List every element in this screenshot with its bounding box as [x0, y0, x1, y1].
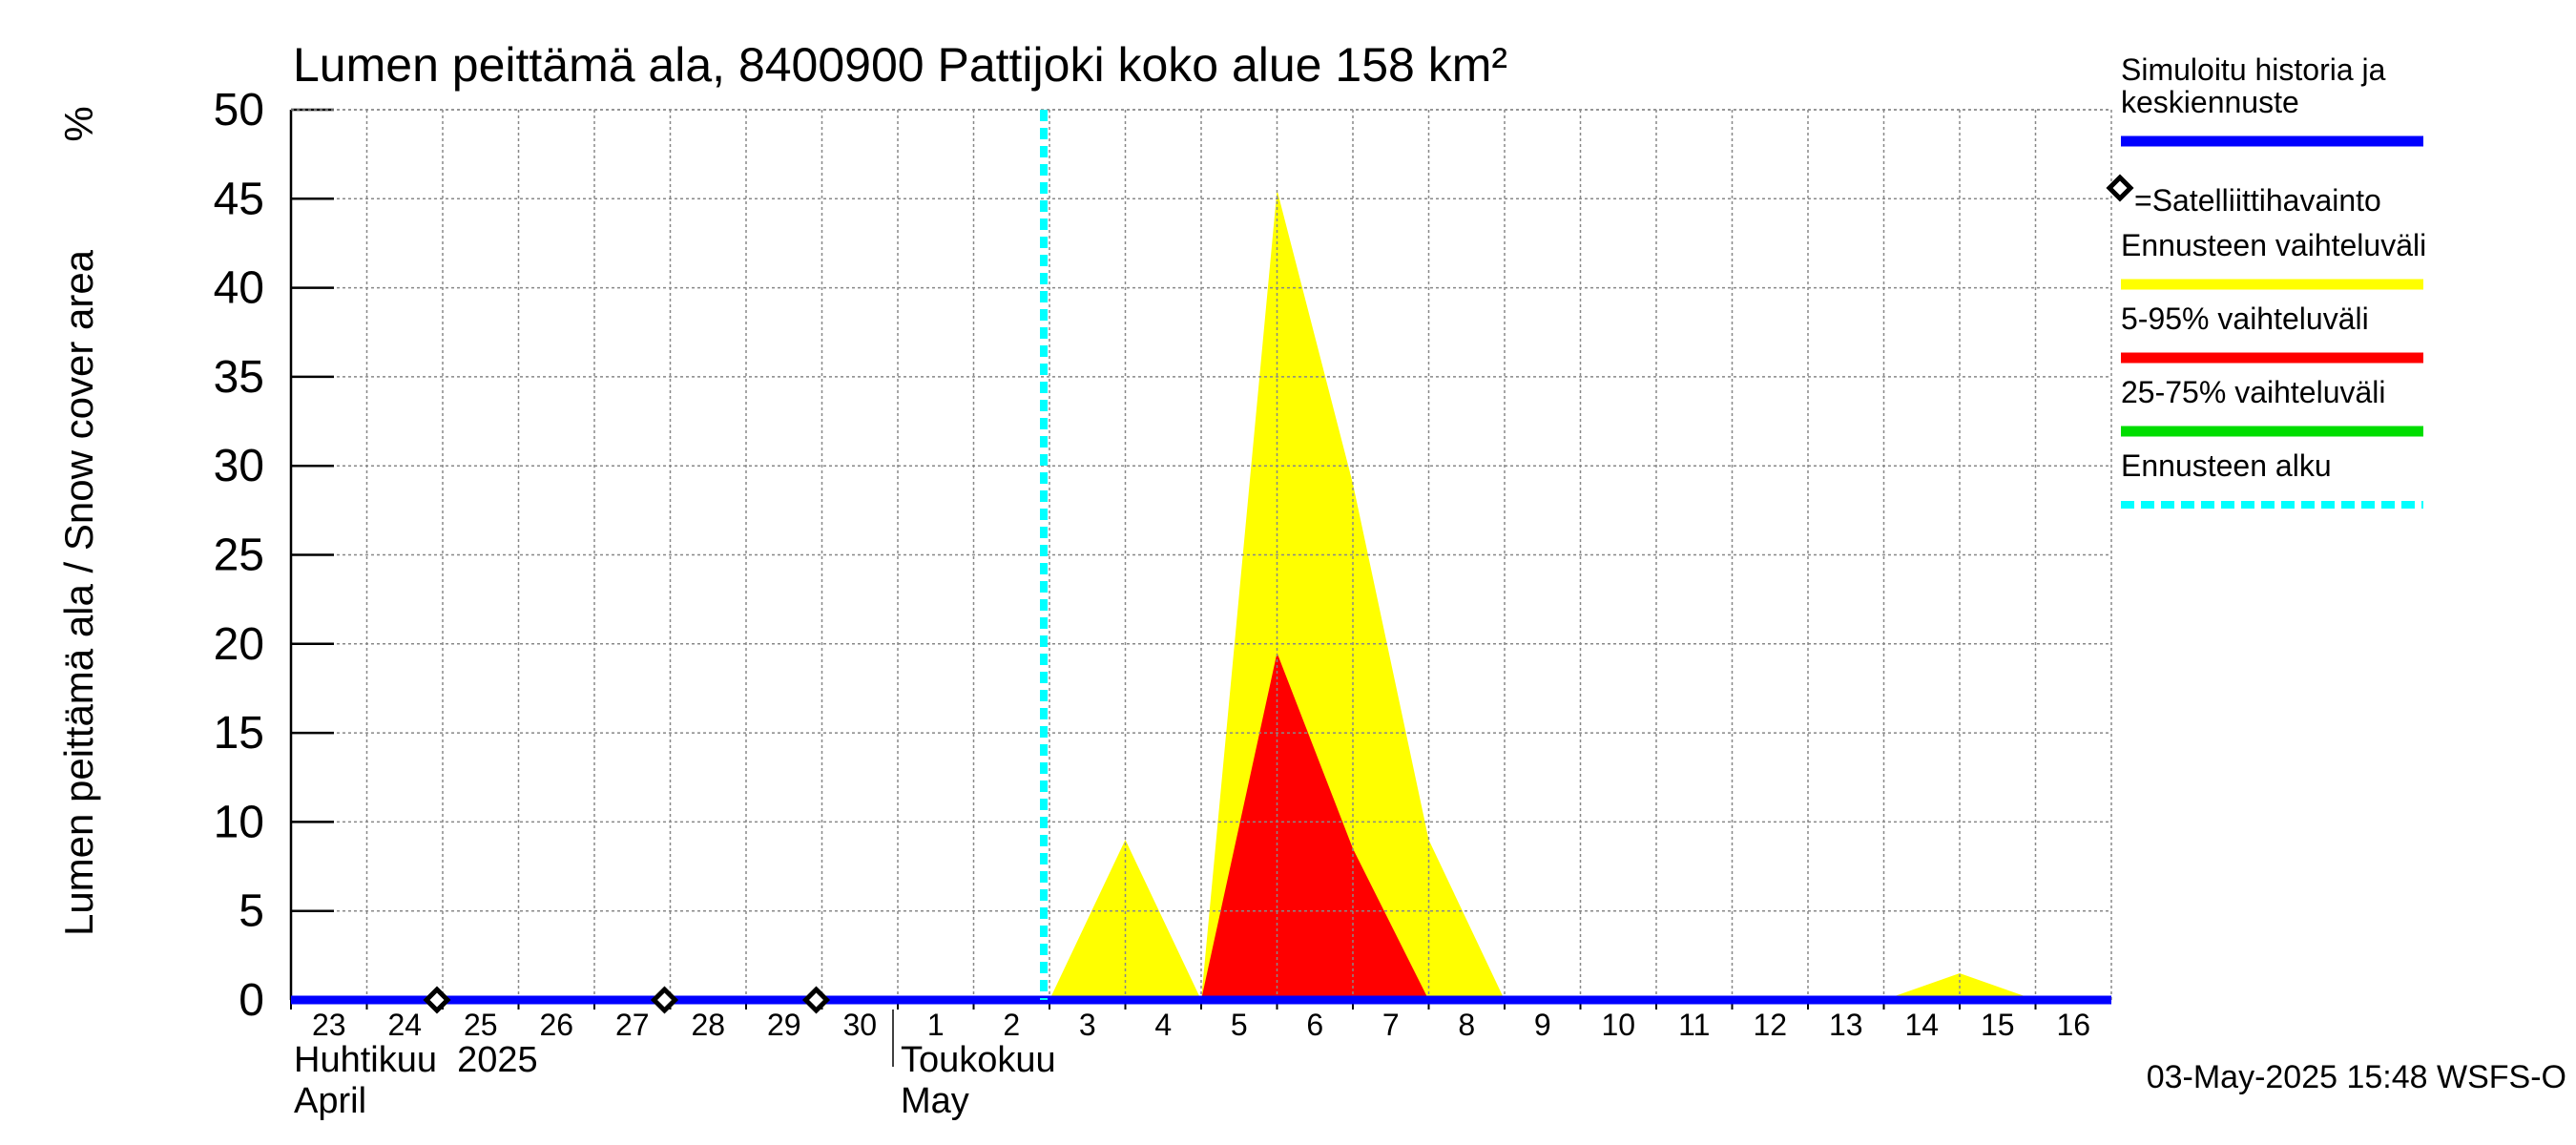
satellite-observation-0	[423, 986, 451, 1014]
footer-timestamp: 03-May-2025 15:48 WSFS-O	[2147, 1059, 2566, 1095]
x-tick-label-2: 2	[1003, 1008, 1020, 1042]
y-tick-label-50: 50	[214, 85, 264, 135]
band-1-segment-0	[1201, 653, 1429, 1000]
legend-label-2-0: Ennusteen vaihteluväli	[2121, 228, 2426, 262]
x-tick-label-16: 16	[2056, 1008, 2090, 1042]
x-tick-label-25: 25	[464, 1008, 498, 1042]
x-tick-label-4: 4	[1154, 1008, 1172, 1042]
y-axis-unit: %	[56, 106, 101, 141]
y-tick-label-25: 25	[214, 531, 264, 581]
x-tick-label-1: 1	[927, 1008, 945, 1042]
x-tick-label-12: 12	[1753, 1008, 1787, 1042]
legend-label-1: =Satelliittihavainto	[2134, 183, 2381, 218]
x-tick-label-27: 27	[615, 1008, 650, 1042]
x-tick-label-29: 29	[767, 1008, 801, 1042]
x-tick-label-5: 5	[1231, 1008, 1248, 1042]
legend-label-0-1: keskiennuste	[2121, 85, 2299, 119]
x-tick-label-7: 7	[1382, 1008, 1400, 1042]
legend-marker-1	[2106, 174, 2134, 202]
y-tick-label-35: 35	[214, 352, 264, 403]
month-label-en-1: May	[901, 1081, 969, 1121]
x-tick-label-3: 3	[1079, 1008, 1096, 1042]
y-tick-label-0: 0	[239, 975, 264, 1026]
legend-label-3-0: 5-95% vaihteluväli	[2121, 302, 2369, 336]
legend-label-0-0: Simuloitu historia ja	[2121, 52, 2386, 87]
x-tick-label-11: 11	[1678, 1008, 1710, 1042]
x-tick-label-13: 13	[1829, 1008, 1863, 1042]
x-tick-label-6: 6	[1306, 1008, 1323, 1042]
legend-label-4-0: 25-75% vaihteluväli	[2121, 375, 2386, 409]
x-tick-label-14: 14	[1904, 1008, 1939, 1042]
x-tick-label-15: 15	[1981, 1008, 2015, 1042]
x-tick-label-9: 9	[1534, 1008, 1551, 1042]
y-tick-label-20: 20	[214, 619, 264, 670]
y-tick-label-5: 5	[239, 886, 264, 937]
y-tick-label-45: 45	[214, 174, 264, 224]
x-tick-label-8: 8	[1458, 1008, 1475, 1042]
x-tick-label-10: 10	[1601, 1008, 1635, 1042]
y-tick-label-30: 30	[214, 441, 264, 491]
x-tick-label-23: 23	[312, 1008, 346, 1042]
x-tick-label-26: 26	[539, 1008, 573, 1042]
x-tick-label-30: 30	[842, 1008, 877, 1042]
x-tick-label-24: 24	[387, 1008, 422, 1042]
y-tick-label-15: 15	[214, 708, 264, 759]
y-tick-label-10: 10	[214, 797, 264, 847]
month-label-0: Huhtikuu 2025	[294, 1040, 538, 1080]
month-label-1: Toukokuu	[901, 1040, 1056, 1080]
legend-label-5-0: Ennusteen alku	[2121, 448, 2332, 483]
satellite-observation-1	[650, 986, 679, 1014]
x-tick-label-28: 28	[691, 1008, 725, 1042]
y-axis-label: Lumen peittämä ala / Snow cover area	[56, 249, 101, 936]
satellite-observation-2	[801, 986, 831, 1014]
band-0-segment-0	[1049, 840, 1201, 1000]
chart-title: Lumen peittämä ala, 8400900 Pattijoki ko…	[293, 38, 1507, 92]
y-tick-label-40: 40	[214, 263, 264, 314]
month-label-en-0: April	[294, 1081, 366, 1121]
